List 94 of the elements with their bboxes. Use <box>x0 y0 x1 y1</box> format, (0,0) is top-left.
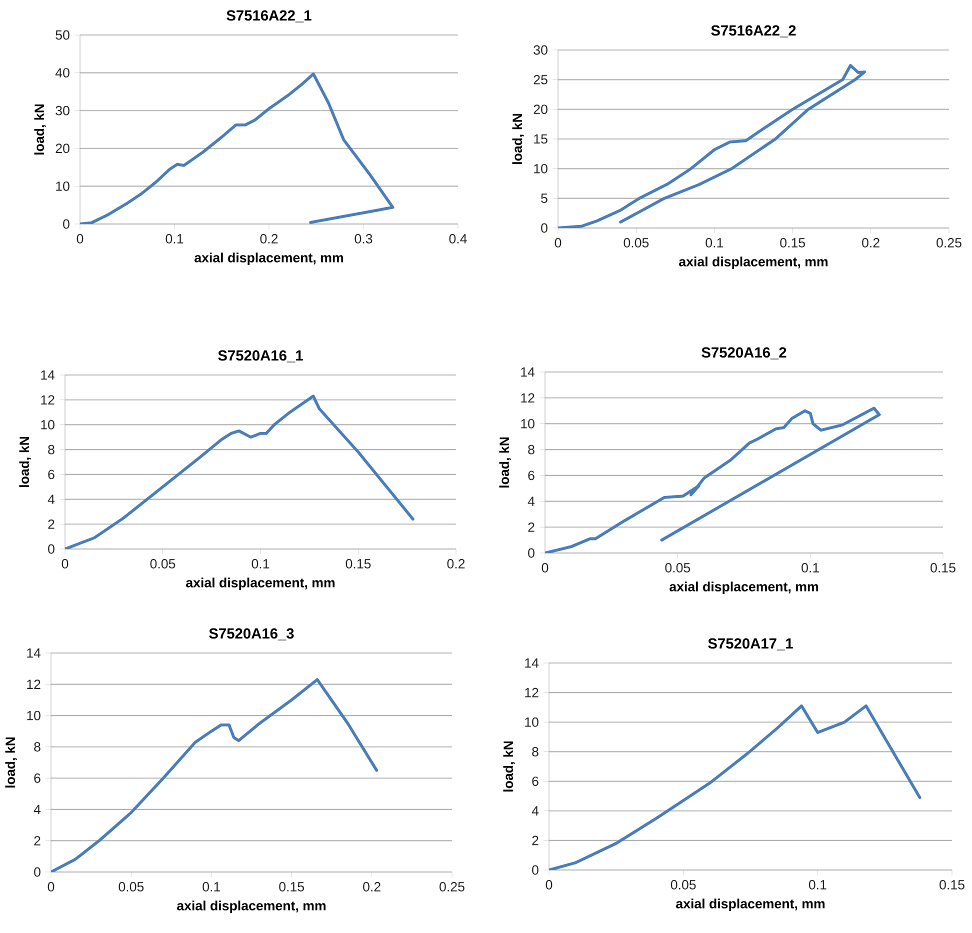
y-tick-label: 4 <box>528 496 535 506</box>
y-axis-title: load, kN <box>5 737 17 788</box>
line-series <box>80 72 394 224</box>
x-tick-label: 0.15 <box>346 559 371 568</box>
x-tick-label: 0.1 <box>202 882 220 892</box>
x-tick-label: 0.25 <box>440 882 464 892</box>
y-tick-label: 6 <box>528 470 534 480</box>
y-tick-label: 2 <box>532 836 538 846</box>
line-series <box>558 64 866 228</box>
y-tick-label: 2 <box>528 522 534 532</box>
y-axis-title: load, kN <box>512 114 524 164</box>
y-tick-label: 15 <box>534 134 548 144</box>
x-tick-label: 0.1 <box>706 238 724 248</box>
y-tick-label: 20 <box>56 144 70 154</box>
x-tick-label: 0.2 <box>862 238 880 248</box>
x-tick-label: 0.15 <box>279 882 304 892</box>
y-tick-label: 0 <box>63 219 70 229</box>
line-series <box>51 678 378 872</box>
y-tick-label: 6 <box>532 776 538 786</box>
x-tick-label: 0.15 <box>930 563 956 572</box>
x-tick-label: 0.05 <box>118 882 144 892</box>
y-tick-label: 4 <box>34 804 41 814</box>
y-tick-label: 10 <box>534 164 548 174</box>
line-series <box>65 394 414 549</box>
y-tick-label: 40 <box>55 68 70 78</box>
y-tick-label: 10 <box>41 420 54 430</box>
x-tick-label: 0.1 <box>252 559 270 568</box>
y-tick-label: 5 <box>541 194 548 203</box>
chart-title: S7520A16_2 <box>702 347 786 360</box>
y-tick-label: 14 <box>41 370 55 380</box>
y-tick-label: 12 <box>525 688 538 698</box>
x-tick-label: 0 <box>554 238 562 248</box>
y-tick-label: 10 <box>27 710 40 720</box>
x-tick-label: 0.05 <box>150 559 176 568</box>
x-tick-label: 0.2 <box>447 559 465 568</box>
y-tick-label: 2 <box>48 519 54 529</box>
y-tick-label: 8 <box>48 444 54 454</box>
y-tick-label: 0 <box>528 548 534 558</box>
y-tick-label: 8 <box>528 444 534 454</box>
y-tick-label: 14 <box>525 658 539 668</box>
y-tick-label: 12 <box>521 393 534 403</box>
y-tick-label: 2 <box>34 836 40 846</box>
chart-title: S7520A16_1 <box>218 350 303 362</box>
y-tick-label: 6 <box>48 470 54 480</box>
chart-title: S7520A16_3 <box>209 628 294 640</box>
chart-title: S7516A22_1 <box>226 10 312 22</box>
y-tick-label: 10 <box>521 418 534 428</box>
y-tick-label: 8 <box>532 747 538 756</box>
y-tick-label: 50 <box>56 30 70 40</box>
chart-title: S7520A17_1 <box>708 638 793 650</box>
y-tick-label: 4 <box>48 494 55 504</box>
x-tick-label: 0.1 <box>802 563 819 572</box>
x-tick-label: 0.25 <box>936 238 962 248</box>
y-tick-label: 14 <box>27 648 41 658</box>
y-tick-label: 4 <box>532 806 539 816</box>
line-series <box>545 406 881 553</box>
x-tick-label: 0.15 <box>780 238 806 248</box>
y-axis-title: load, kN <box>503 741 515 792</box>
chart-title: S7516A22_2 <box>711 25 796 38</box>
y-tick-label: 10 <box>525 717 538 727</box>
x-tick-label: 0.1 <box>166 234 184 244</box>
y-tick-label: 10 <box>56 181 70 191</box>
x-axis-title: axial displacement, mm <box>670 582 818 594</box>
x-axis-title: axial displacement, mm <box>177 900 326 914</box>
y-tick-label: 0 <box>34 867 40 877</box>
y-axis-title: load, kN <box>19 436 31 487</box>
y-tick-label: 0 <box>541 223 548 233</box>
y-tick-label: 14 <box>521 367 535 377</box>
y-tick-label: 30 <box>56 106 70 116</box>
x-tick-label: 0.05 <box>670 880 696 890</box>
x-tick-label: 0 <box>76 234 84 244</box>
y-axis-title: load, kN <box>499 437 511 488</box>
y-tick-label: 12 <box>27 680 40 689</box>
y-tick-label: 25 <box>534 74 548 84</box>
y-tick-label: 6 <box>34 773 40 783</box>
y-tick-label: 0 <box>532 865 538 875</box>
x-tick-label: 0.2 <box>260 234 278 244</box>
y-tick-label: 0 <box>48 544 54 554</box>
y-tick-label: 12 <box>41 395 54 405</box>
x-tick-label: 0.3 <box>354 234 372 244</box>
x-axis-title: axial displacement, mm <box>186 578 335 590</box>
y-tick-label: 20 <box>534 104 548 114</box>
x-axis-title: axial displacement, mm <box>679 256 828 270</box>
y-tick-label: 8 <box>34 742 40 752</box>
x-axis-title: axial displacement, mm <box>676 898 825 912</box>
x-tick-label: 0.1 <box>808 880 826 890</box>
x-tick-label: 0.05 <box>665 563 690 572</box>
x-axis-title: axial displacement, mm <box>194 252 344 266</box>
x-tick-label: 0.05 <box>624 238 649 248</box>
x-tick-label: 0.2 <box>363 882 380 892</box>
y-tick-label: 30 <box>534 45 548 55</box>
x-tick-label: 0.4 <box>449 234 467 244</box>
y-axis-title: load, kN <box>34 104 46 154</box>
x-tick-label: 0.15 <box>940 880 964 890</box>
